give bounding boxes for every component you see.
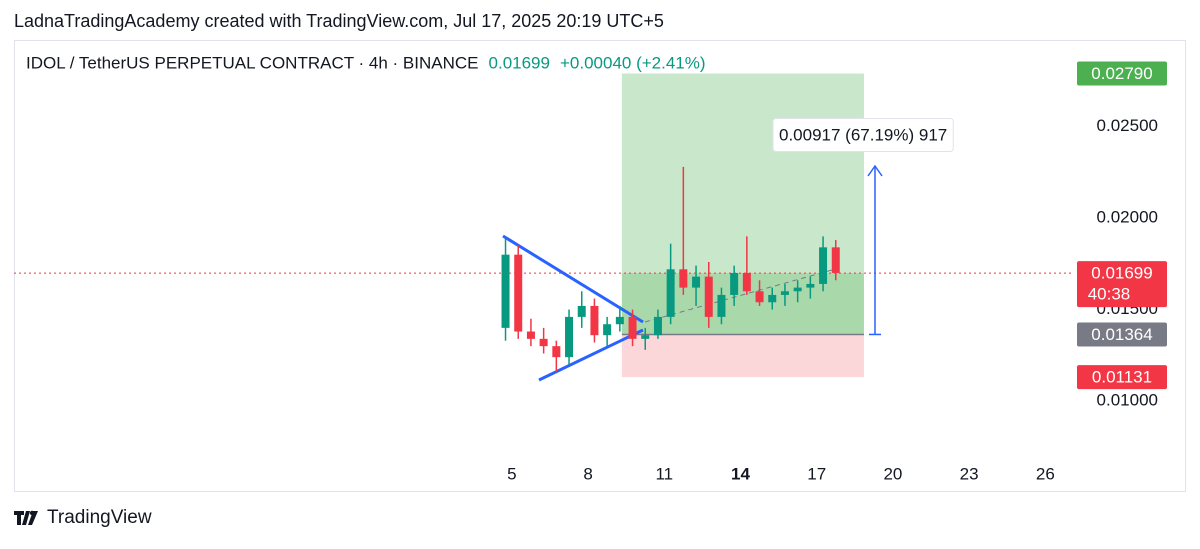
candle-body xyxy=(514,254,523,332)
candle-body xyxy=(755,291,764,303)
candle-body xyxy=(653,316,662,336)
candle-body xyxy=(615,316,624,325)
x-tick-label: 26 xyxy=(1036,464,1055,483)
price-tag-label: 0.01131 xyxy=(1092,368,1152,387)
x-tick-label: 23 xyxy=(960,464,979,483)
candle-body xyxy=(539,338,548,347)
x-tick-label: 5 xyxy=(507,464,516,483)
price-tag xyxy=(1077,261,1167,308)
candle-body xyxy=(552,346,561,358)
last-price: 0.01699 xyxy=(489,53,550,72)
logo-mark-2 xyxy=(28,511,38,525)
candle-body xyxy=(819,247,828,284)
brand: TradingView xyxy=(47,507,152,528)
x-tick-label: 20 xyxy=(883,464,902,483)
x-tick-label: 8 xyxy=(583,464,592,483)
candle-body xyxy=(831,247,840,273)
loss-zone xyxy=(621,334,864,378)
candle-body xyxy=(704,276,713,317)
price-change: +0.00040 (+2.41%) xyxy=(560,53,706,72)
candle-body xyxy=(717,294,726,317)
symbol: IDOL / TetherUS PERPETUAL CONTRACT · 4h … xyxy=(26,53,479,72)
plot: 0.00917 (67.19%) 917 5 8 11 14 17 20 23 26 0.0250… xyxy=(14,61,1167,483)
candle-body xyxy=(501,254,510,328)
candle-body xyxy=(679,269,688,288)
candle-body xyxy=(793,287,802,292)
countdown: 40:38 xyxy=(1088,285,1131,304)
candle-body xyxy=(768,294,777,303)
candle-body xyxy=(565,316,574,358)
price-tag-label: 0.01699 xyxy=(1091,264,1152,283)
candle-body xyxy=(692,276,701,288)
candle-body xyxy=(666,269,675,317)
credit: LadnaTradingAcademy created with Trading… xyxy=(14,11,664,31)
price-tag-label: 0.01364 xyxy=(1091,325,1152,344)
candle-body xyxy=(730,272,739,295)
candle-body xyxy=(628,316,637,339)
logo: TradingView xyxy=(14,507,152,528)
y-tick-label: 0.01000 xyxy=(1097,391,1158,410)
price-tag xyxy=(1077,61,1167,86)
price-tag-label: 0.02790 xyxy=(1091,64,1152,83)
candle-body xyxy=(780,291,789,295)
arrow-head xyxy=(867,164,883,177)
candle-body xyxy=(603,324,612,336)
price-tag xyxy=(1077,365,1167,390)
x-tick-label: 17 xyxy=(807,464,826,483)
candle-body xyxy=(577,305,586,317)
y-tick-label: 0.02000 xyxy=(1097,208,1158,227)
price-tag xyxy=(1077,322,1167,347)
chart-frame xyxy=(14,40,1186,492)
x-tick-label: 14 xyxy=(731,464,750,483)
candle-body xyxy=(641,335,650,339)
logo-mark xyxy=(14,511,30,525)
candle-body xyxy=(526,331,535,339)
candle-body xyxy=(806,283,815,288)
y-tick-label: 0.02500 xyxy=(1097,116,1158,135)
x-tick-label: 11 xyxy=(655,464,673,483)
measure-box xyxy=(772,117,954,152)
measure-label: 0.00917 (67.19%) 917 xyxy=(779,125,947,144)
candle-body xyxy=(590,305,599,336)
candle-body xyxy=(742,272,751,292)
